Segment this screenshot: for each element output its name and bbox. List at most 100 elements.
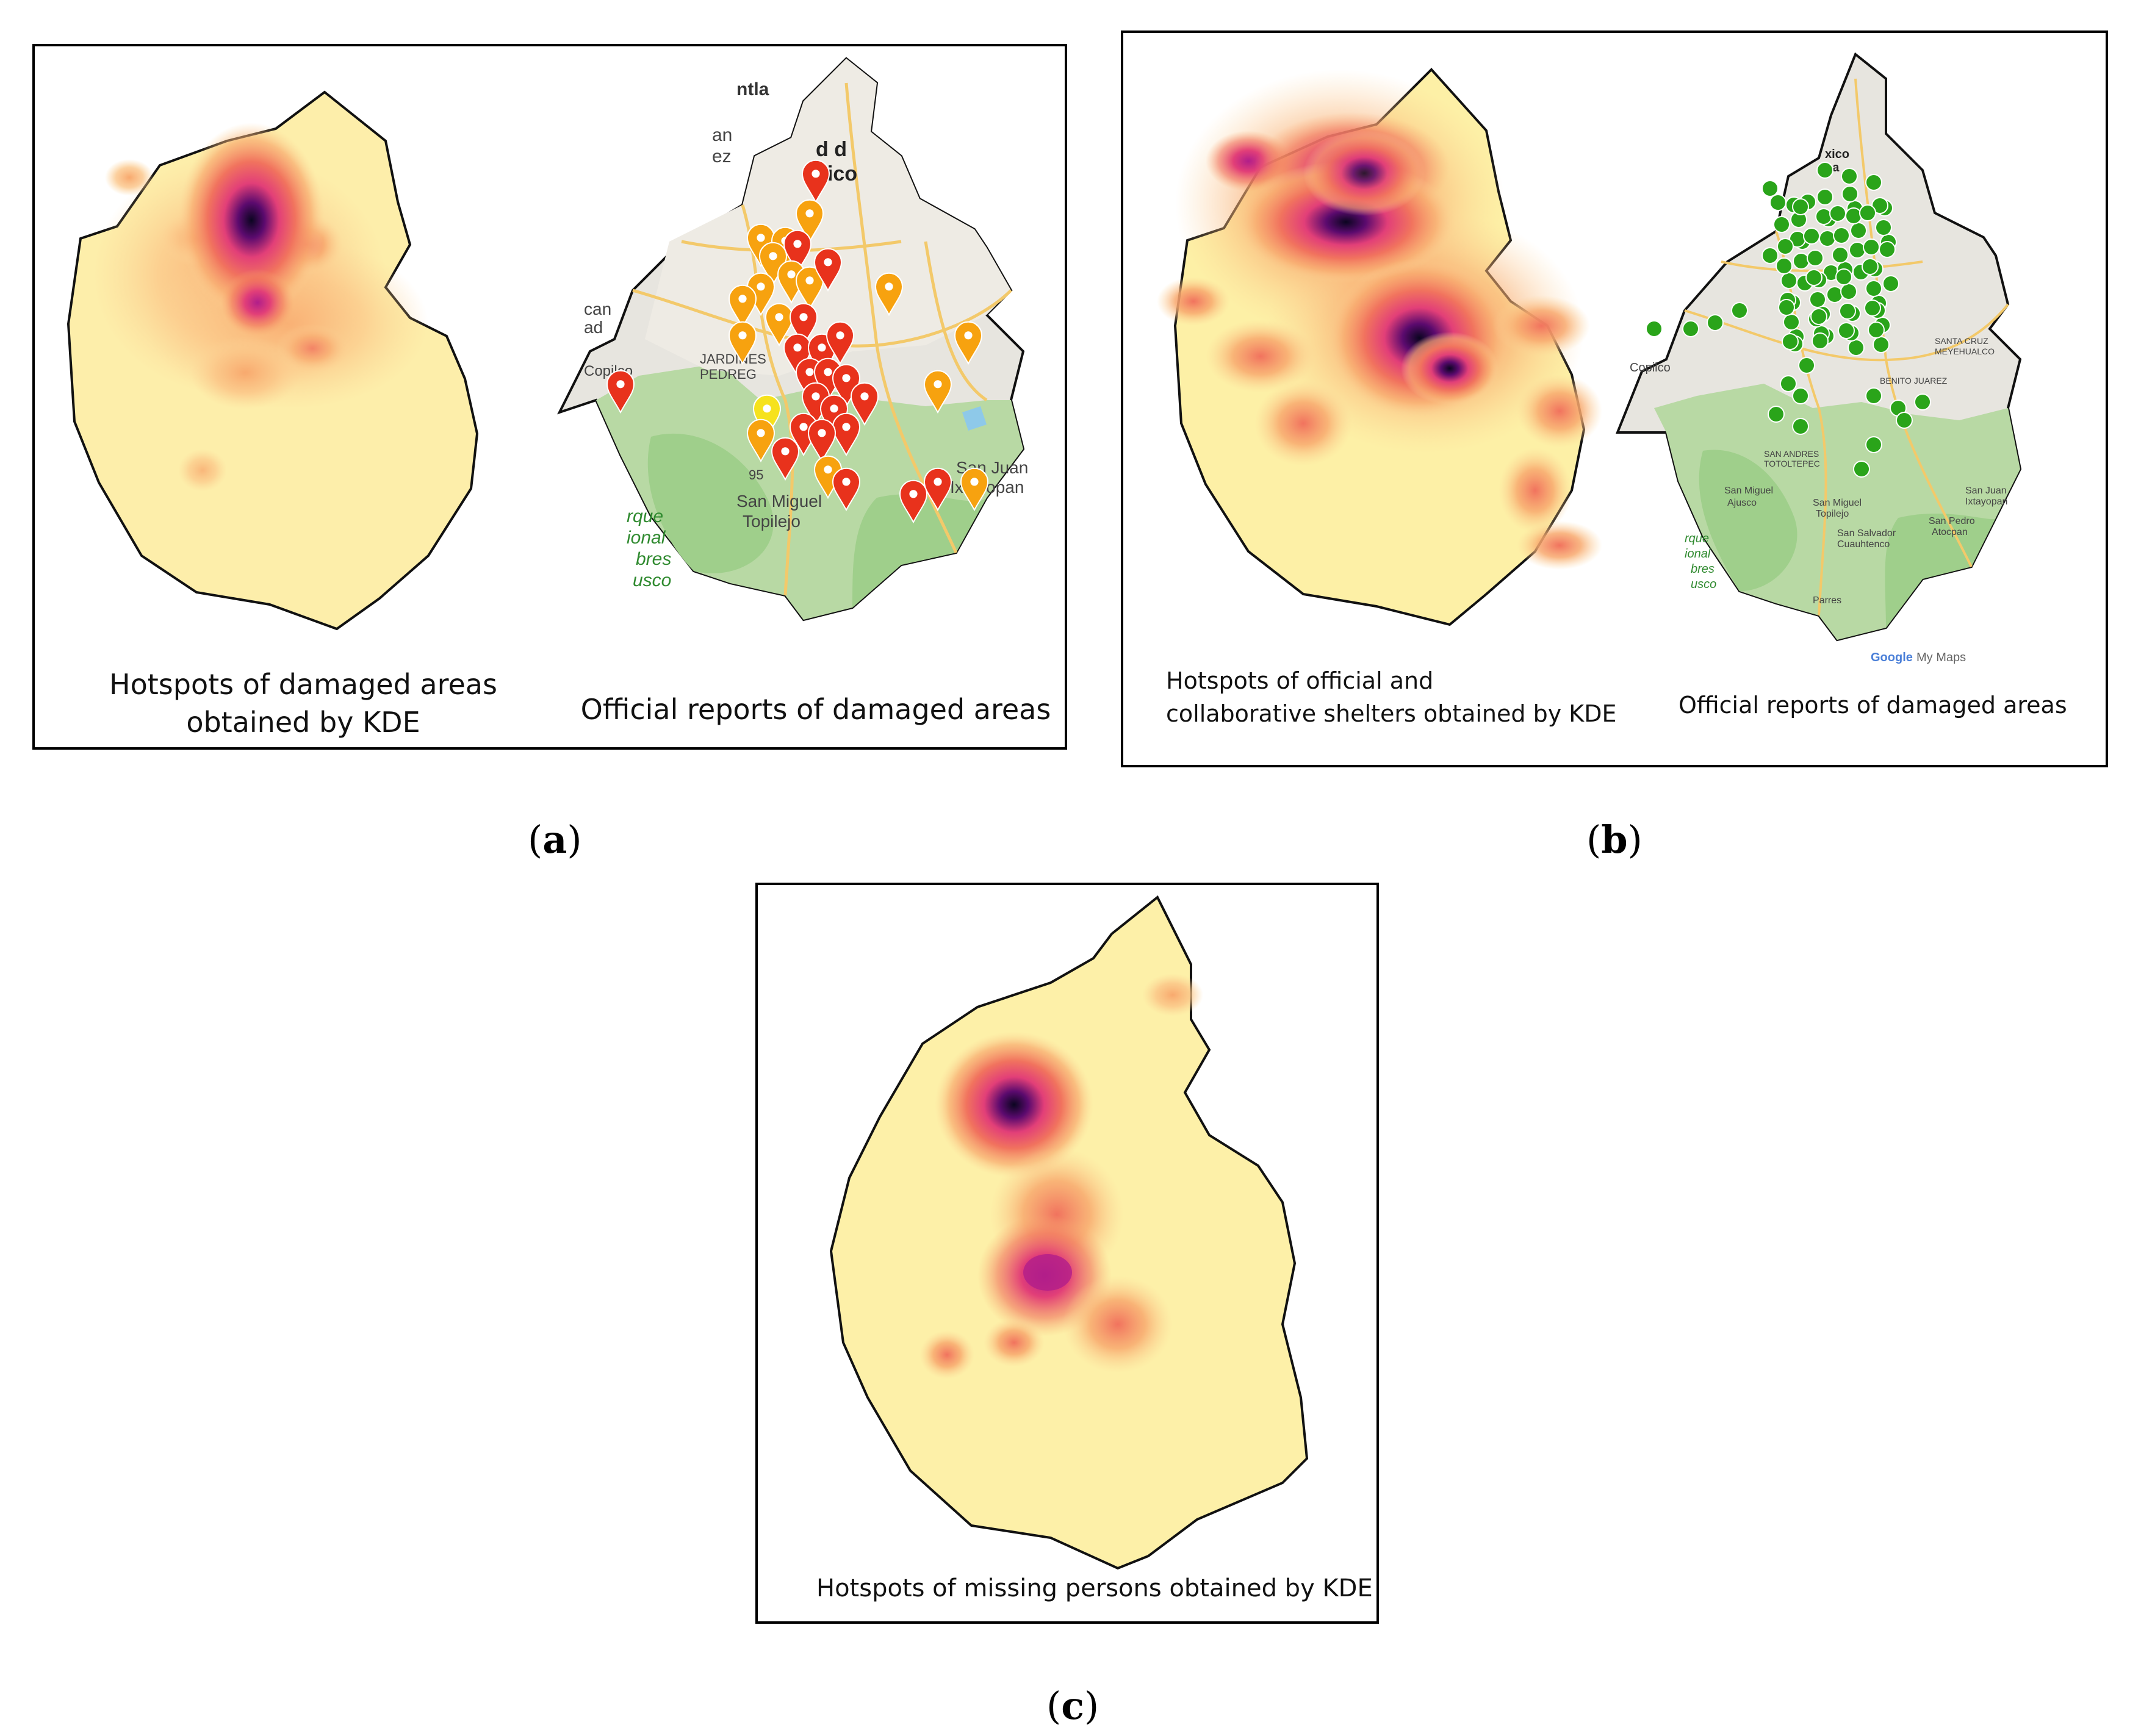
shelter-marker-icon [1865,280,1882,297]
shelter-marker-icon [1868,321,1885,339]
caption-kde-shelters-line2: collaborative shelters obtained by KDE [1166,700,1617,727]
shelter-marker-icon [1826,286,1843,303]
map-marker-dot [799,313,808,321]
map-marker-dot [842,478,851,486]
shelter-markers [1646,162,1931,478]
svg-text:ional: ional [1685,547,1711,561]
shelter-marker-icon [1841,168,1858,185]
caption-missing-persons: Hotspots of missing persons obtained by … [816,1574,1373,1602]
shelter-marker-icon [1780,375,1797,392]
shelter-marker-icon [1792,198,1809,215]
shelter-marker-icon [1798,357,1815,374]
map-marker-dot [793,240,802,248]
map-marker-dot [885,282,893,291]
map-marker-dot [818,343,826,352]
official-reports-map-a: ntla an ez d d xico can ad Copilco JARDI… [557,57,1028,622]
map-marker-icon [923,467,952,512]
svg-text:Atocpan: Atocpan [1932,527,1968,537]
map-marker-icon [728,284,757,329]
map-marker-dot [824,368,832,376]
svg-text:San Miguel: San Miguel [1724,486,1773,496]
map-marker-dot [738,331,747,340]
shelter-marker-icon [1815,208,1832,225]
panel-b: xico La Copilco San Miguel Ajusco San Mi… [1121,30,2108,767]
svg-text:Topilejo: Topilejo [743,512,801,531]
svg-text:San Pedro: San Pedro [1929,516,1975,526]
map-marker-icon [789,303,818,347]
map-marker-icon [899,479,928,524]
shelter-marker-icon [1879,241,1896,258]
svg-text:rque: rque [1685,532,1709,545]
map-marker-dot [787,270,796,279]
map-marker-dot [842,374,851,382]
shelter-marker-icon [1793,253,1810,270]
map-marker-dot [781,447,790,456]
sublabel-a-letter: a [542,817,567,862]
map-marker-dot [769,252,777,260]
panel-c-graphics [829,895,1309,1570]
svg-text:Ixtayopan: Ixtayopan [1965,497,2007,507]
shelter-marker-icon [1838,322,1855,339]
shelter-marker-icon [1805,269,1823,286]
map-marker-icon [795,199,824,243]
shelter-marker-icon [1839,303,1856,320]
svg-text:BENITO JUAREZ: BENITO JUAREZ [1880,376,1948,386]
shelter-marker-icon [1863,239,1880,256]
panel-c: Hotspots of missing persons obtained by … [755,883,1379,1624]
map-marker-dot [824,258,832,267]
map-marker-icon [874,272,904,317]
svg-text:Copilco: Copilco [1630,361,1671,375]
map-marker-dot [775,313,783,321]
map-marker-dot [793,343,802,352]
svg-text:Ajusco: Ajusco [1727,498,1757,508]
caption-kde-damaged: Hotspots of damaged areas obtained by KD… [71,665,535,741]
shelter-marker-icon [1769,194,1787,211]
shelter-marker-icon [1777,238,1794,255]
map-marker-dot [970,478,979,486]
shelter-marker-icon [1646,320,1663,337]
svg-text:Parres: Parres [1813,595,1841,606]
map-marker-icon [807,418,837,463]
map-marker-dot [757,282,765,291]
map-marker-dot [811,170,820,178]
shelter-marker-icon [1761,247,1779,264]
map-marker-icon [954,321,983,365]
sublabel-c: (c) [1046,1684,1099,1728]
map-marker-dot [757,429,765,437]
caption-kde-damaged-line1: Hotspots of damaged areas [109,668,497,701]
svg-text:SAN ANDRES: SAN ANDRES [1764,449,1819,459]
panel-a: ntla an ez d d xico can ad Copilco JARDI… [32,44,1067,750]
shelter-marker-icon [1850,222,1867,239]
sublabel-b: (b) [1586,817,1643,862]
map-marker-dot [763,404,771,413]
svg-text:bres: bres [1691,562,1715,576]
shelter-marker-icon [1731,302,1748,319]
svg-text:95: 95 [749,467,763,482]
map-marker-dot [799,423,808,431]
map-marker-dot [805,368,814,376]
map-marker-dot [934,380,942,389]
shelter-marker-icon [1792,387,1809,404]
kde-hotspots [1157,70,1602,570]
place-labels: xico La Copilco San Miguel Ajusco San Mi… [1630,148,2007,664]
shelter-marker-icon [1773,216,1790,233]
svg-text:xico: xico [1825,148,1849,161]
official-reports-map-b: xico La Copilco San Miguel Ajusco San Mi… [1616,52,2022,664]
shelter-marker-icon [1829,205,1846,222]
shelter-marker-icon [1778,299,1795,316]
shelter-marker-icon [1873,336,1890,353]
kde-hotspots [919,974,1203,1379]
panel-b-graphics: xico La Copilco San Miguel Ajusco San Mi… [1157,52,2022,664]
shelter-marker-icon [1896,412,1913,429]
map-marker-icon [826,321,855,365]
shelter-marker-icon [1809,291,1826,308]
shelter-marker-icon [1832,246,1849,264]
map-marker-dot [934,478,942,486]
map-marker-dot [811,392,820,401]
sublabel-b-letter: b [1601,817,1628,862]
shelter-marker-icon [1783,314,1800,331]
svg-text:usco: usco [1691,578,1716,591]
shelter-marker-icon [1812,332,1829,350]
map-marker-icon [728,321,757,365]
shelter-marker-icon [1816,162,1833,179]
